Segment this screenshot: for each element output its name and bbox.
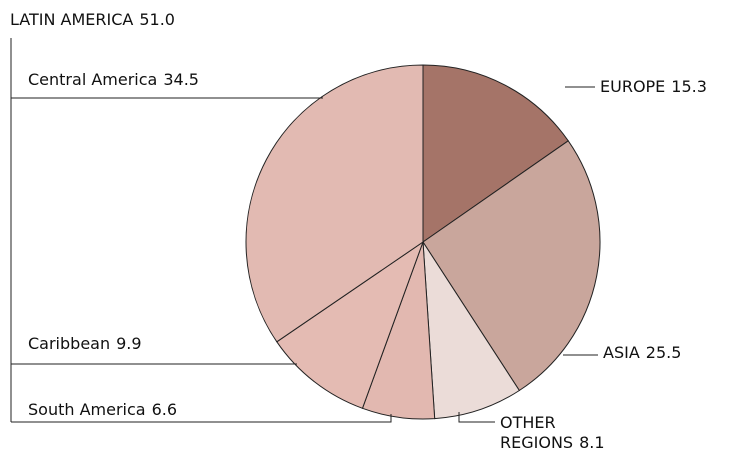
slice-label: Central America 34.5	[28, 70, 199, 89]
slice-value: 25.5	[646, 343, 682, 362]
group-label: LATIN AMERICA 51.0	[10, 10, 175, 29]
slice-name: OTHER REGIONS	[500, 413, 573, 452]
slice-name: EUROPE	[600, 77, 665, 96]
slice-value: 6.6	[152, 400, 177, 419]
pie-slice	[422, 240, 521, 420]
slice-value: 8.1	[579, 433, 604, 452]
slice-name: Caribbean	[28, 334, 110, 353]
slice-label: Caribbean 9.9	[28, 334, 142, 353]
pie-slice	[276, 240, 425, 409]
slice-label: OTHER REGIONS 8.1	[500, 413, 605, 452]
slice-name: Central America	[28, 70, 157, 89]
group-value: 51.0	[139, 10, 175, 29]
slice-value: 34.5	[163, 70, 199, 89]
leader-line	[458, 412, 495, 423]
slice-name: ASIA	[603, 343, 640, 362]
leader-line	[11, 414, 392, 423]
slice-value: 15.3	[671, 77, 707, 96]
group-name: LATIN AMERICA	[10, 10, 133, 29]
slice-label: ASIA 25.5	[603, 343, 681, 362]
slice-name: South America	[28, 400, 146, 419]
pie-slice	[422, 140, 601, 392]
slice-value: 9.9	[116, 334, 141, 353]
slice-label: EUROPE 15.3	[600, 77, 707, 96]
pie-slice	[245, 64, 424, 343]
slice-label: South America 6.6	[28, 400, 177, 419]
pie-slice	[422, 64, 569, 243]
